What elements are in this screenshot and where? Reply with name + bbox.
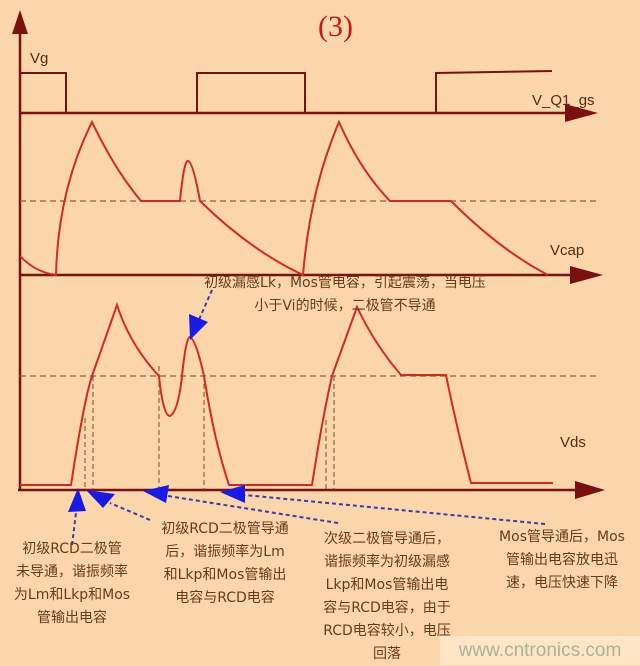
annotation-note-3: 次级二极管导通后， 谐振频率为初级漏感 Lkp和Mos管输出电 容与RCD电容，… xyxy=(312,528,462,666)
vg-waveform xyxy=(20,70,553,113)
arrow-head-1 xyxy=(68,488,86,512)
arrow-head-top xyxy=(189,314,208,340)
diagram-title: (3) xyxy=(318,10,353,43)
annotation-note-1: 初级RCD二极管 未导通，谐振频率 为Lm和Lkp和Mos 管输出电容 xyxy=(2,538,142,630)
vcap-label: Vcap xyxy=(550,242,585,259)
arrow-head-2 xyxy=(86,490,115,508)
annotation-line: 初级漏感Lk，Mos管电容，引起震荡，当电压 xyxy=(204,275,486,291)
annotation-line: 次级二极管导通后， xyxy=(324,531,450,547)
vds-axis xyxy=(18,481,605,499)
vds-label: Vds xyxy=(560,434,586,451)
vcap-axis xyxy=(20,266,603,284)
annotation-line: 和Lkp和Mos管输出 xyxy=(163,567,287,583)
annotation-line: 电容与RCD电容 xyxy=(175,590,275,606)
annotation-line: RCD电容较小，电压 xyxy=(323,623,451,639)
annotation-line: 回落 xyxy=(373,646,401,662)
annotation-arrows[interactable] xyxy=(68,289,546,546)
annotation-line: 容与RCD电容，由于 xyxy=(323,600,451,616)
arrow-head-3 xyxy=(143,485,169,503)
annotation-line: 未导通，谐振频率 xyxy=(16,564,128,580)
annotation-line: Lkp和Mos管输出电 xyxy=(325,577,449,593)
annotation-line: 谐振频率为初级漏感 xyxy=(324,554,450,570)
annotation-line: 小于Vi的时候，二极管不导通 xyxy=(254,298,436,314)
annotation-line: 为Lm和Lkp和Mos xyxy=(13,587,131,603)
time-markers xyxy=(84,366,335,490)
gate-axis xyxy=(20,104,598,122)
annotation-line: 后，谐振频率为Lm xyxy=(165,544,285,560)
annotation-line: 管输出电容放电迅 xyxy=(506,552,618,568)
arrow-head-4 xyxy=(220,485,245,503)
vg-label: Vg xyxy=(30,50,49,67)
annotation-line: 初级RCD二极管 xyxy=(22,541,122,557)
annotation-note-2: 初级RCD二极管导通 后，谐振频率为Lm 和Lkp和Mos管输出 电容与RCD电… xyxy=(148,518,302,610)
vcap-waveform xyxy=(19,119,549,277)
vq1gs-label: V_Q1_gs xyxy=(532,92,595,109)
annotation-line: Mos管导通后，Mos xyxy=(499,529,625,545)
vds-waveform xyxy=(20,301,553,486)
annotation-line: 初级RCD二极管导通 xyxy=(161,521,289,537)
annotation-top: 初级漏感Lk，Mos管电容，引起震荡，当电压 小于Vi的时候，二极管不导通 xyxy=(190,272,500,318)
watermark: www.cntronics.com xyxy=(440,636,640,665)
y-axis-arrow xyxy=(12,10,28,34)
annotation-line: 速，电压快速下降 xyxy=(506,575,618,591)
annotation-note-4: Mos管导通后，Mos 管输出电容放电迅 速，电压快速下降 xyxy=(484,526,640,595)
annotation-line: 管输出电容 xyxy=(37,610,107,626)
